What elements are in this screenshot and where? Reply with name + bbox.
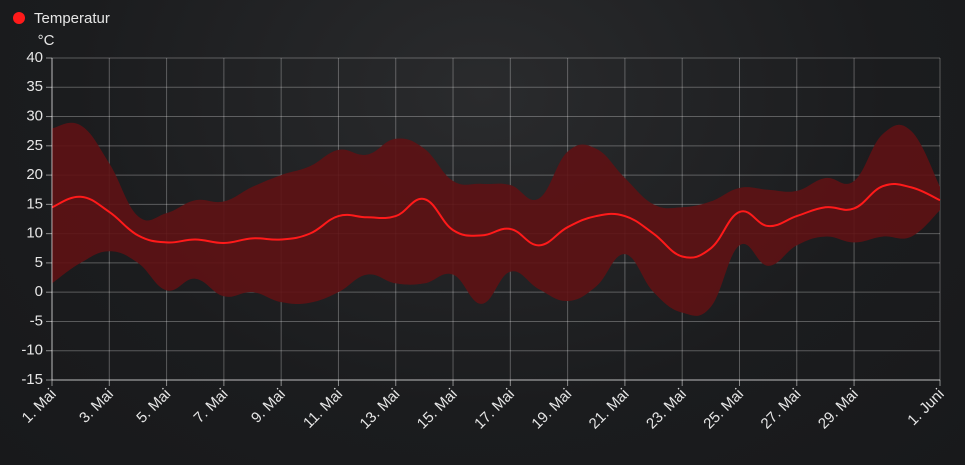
x-tick-label: 25. Mai	[700, 386, 747, 433]
y-tick-label: 30	[26, 108, 43, 125]
x-tick-label: 1. Juni	[904, 386, 947, 429]
y-tick-label: 20	[26, 166, 43, 183]
y-tick-label: 25	[26, 137, 43, 154]
y-tick-label: -15	[21, 371, 43, 388]
line	[51, 182, 941, 259]
x-tick-label: 19. Mai	[528, 386, 575, 433]
x-tick-label: 29. Mai	[815, 386, 862, 433]
x-tick-label: 15. Mai	[414, 386, 461, 433]
x-tick-label: 23. Mai	[643, 386, 690, 433]
y-tick-label: -10	[21, 342, 43, 359]
x-tick-label: 9. Mai	[248, 386, 289, 427]
y-axis-label: °C	[38, 32, 55, 49]
y-tick-label: 40	[26, 49, 43, 66]
legend-label: Temperatur	[34, 10, 110, 27]
x-tick-label: 5. Mai	[133, 386, 174, 427]
x-tick-label: 11. Mai	[300, 386, 346, 432]
y-tick-label: 35	[26, 78, 43, 95]
legend-swatch	[13, 12, 25, 24]
y-tick-label: 5	[35, 254, 43, 271]
y-tick-label: -5	[30, 312, 43, 329]
x-tick-label: 7. Mai	[191, 386, 232, 427]
y-tick-label: 15	[26, 195, 43, 212]
range-band	[52, 122, 940, 316]
y-tick-label: 0	[35, 283, 43, 300]
x-tick-label: 21. Mai	[586, 386, 633, 433]
x-tick-label: 17. Mai	[471, 386, 518, 433]
x-tick-label: 3. Mai	[76, 386, 117, 427]
x-tick-label: 13. Mai	[357, 386, 404, 433]
x-tick-label: 1. Mai	[19, 386, 60, 427]
x-tick-label: 27. Mai	[758, 386, 805, 433]
y-tick-label: 10	[26, 225, 43, 242]
